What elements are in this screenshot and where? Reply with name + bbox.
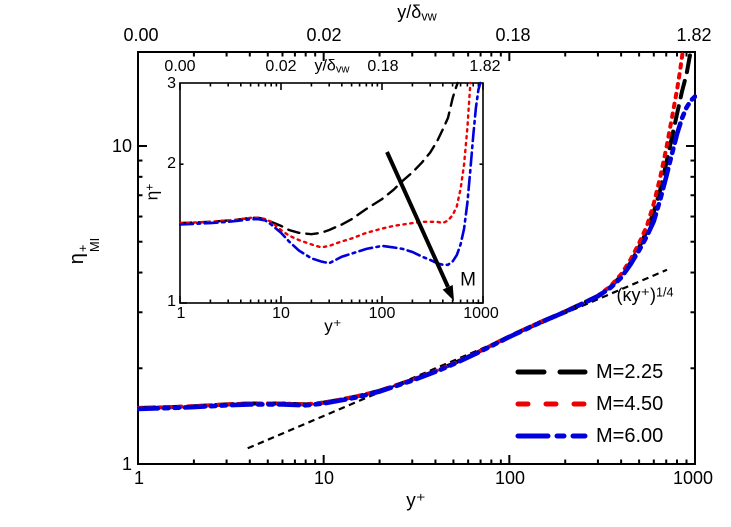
x-tick-label-100: 100 — [494, 468, 526, 488]
legend — [515, 369, 588, 439]
x-tick-label-1000: 1000 — [672, 468, 714, 488]
series-curve-2 — [137, 94, 697, 412]
x-tick-label-1: 1 — [133, 468, 145, 488]
inset-top-tick-label-1: 0.02 — [265, 58, 297, 75]
inset-x-tick-label-10: 10 — [272, 305, 290, 322]
inset-plot-area — [179, 81, 484, 304]
inset-series-curve-1 — [179, 81, 472, 249]
y-axis-label: η + MI — [65, 237, 102, 265]
inset-frame — [179, 82, 484, 304]
legend-label-m450: M=4.50 — [596, 393, 664, 415]
top-tick-label-0: 0.00 — [123, 25, 159, 45]
mach-arrow-label: M — [460, 269, 476, 291]
inset-series-curve-2 — [179, 81, 482, 267]
top-axis-title: y/δvw — [397, 1, 437, 24]
y-tick-label-1: 1 — [121, 454, 132, 474]
inset-x-axis-label: y⁺ — [324, 316, 342, 336]
inset-top-tick-label-2: 0.18 — [367, 58, 399, 75]
inset-x-tick-label-1000: 1000 — [463, 305, 499, 322]
legend-label-m600: M=6.00 — [596, 425, 664, 447]
inset-x-tick-label-100: 100 — [368, 305, 396, 322]
inset-y-axis-label: η+ — [142, 183, 162, 201]
top-tick-label-2: 0.18 — [495, 25, 531, 45]
inset-y-tick-label-2: 2 — [167, 155, 176, 172]
plot-frame — [137, 51, 696, 465]
x-axis-label: y⁺ — [406, 490, 426, 512]
power-law-annotation: (κy⁺)1/4 — [616, 285, 674, 305]
inset-top-tick-label-3: 1.82 — [469, 58, 501, 75]
x-tick-label-10: 10 — [313, 468, 335, 488]
reference-line-power-law — [247, 268, 668, 450]
mach-trend-arrow — [385, 151, 454, 301]
top-tick-label-1: 0.02 — [306, 25, 342, 45]
inset-background — [180, 83, 483, 303]
inset-x-tick-label-1: 1 — [176, 305, 186, 322]
inset-top-tick-label-0: 0.00 — [164, 58, 196, 75]
top-tick-label-3: 1.82 — [676, 25, 712, 45]
inset-top-axis-title: y/δvw — [314, 57, 350, 76]
legend-label-m225: M=2.25 — [596, 361, 664, 383]
inset-y-tick-label-3: 3 — [167, 75, 176, 92]
y-tick-label-10: 10 — [111, 136, 132, 156]
inset-y-tick-label-1: 1 — [167, 293, 176, 310]
